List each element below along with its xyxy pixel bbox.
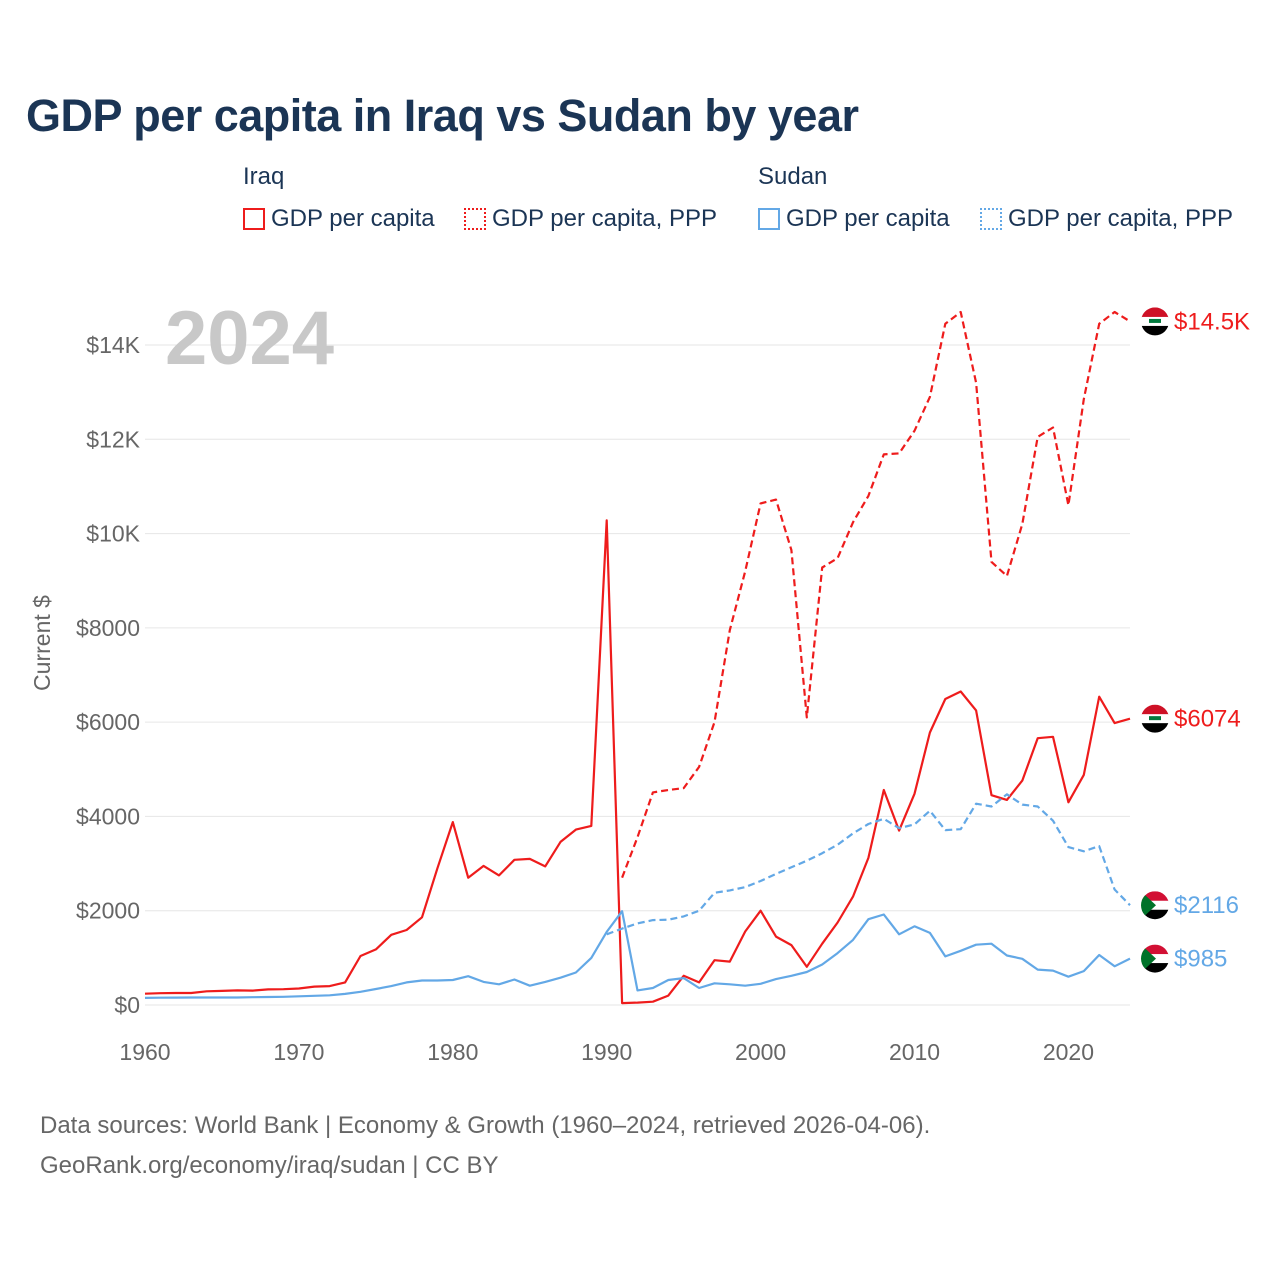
series-line-sudan-gdp-per-capita xyxy=(144,910,1131,999)
sudan-flag-icon xyxy=(1141,944,1169,973)
source-link[interactable]: GeoRank.org/economy/iraq/sudan | CC BY xyxy=(40,1152,499,1179)
data-source-note: Data sources: World Bank | Economy & Gro… xyxy=(40,1106,930,1186)
y-tick-label: $8000 xyxy=(76,615,140,641)
y-tick-label: $6000 xyxy=(76,709,140,735)
legend-group-sudan: Sudan xyxy=(758,163,828,190)
flag-emblem xyxy=(1149,318,1161,323)
legend-swatch-solid xyxy=(758,208,780,230)
flag-stripe xyxy=(1141,944,1169,955)
source-line: Data sources: World Bank | Economy & Gro… xyxy=(40,1112,931,1139)
flag-stripe xyxy=(1141,704,1169,715)
flag-stripes xyxy=(1141,944,1169,973)
flag-stripes xyxy=(1141,704,1169,733)
legend-label: GDP per capita xyxy=(786,205,950,232)
page-title: GDP per capita in Iraq vs Sudan by year xyxy=(26,90,859,141)
legend-label: GDP per capita, PPP xyxy=(1008,205,1233,232)
y-tick-label: $4000 xyxy=(76,803,140,829)
y-tick-label: $0 xyxy=(114,992,140,1018)
x-tick-label: 2010 xyxy=(889,1039,940,1065)
iraq-flag-icon xyxy=(1141,704,1169,733)
x-tick-label: 1990 xyxy=(581,1039,632,1065)
legend-label: GDP per capita xyxy=(271,205,435,232)
legend-swatch-dotted xyxy=(980,208,1002,230)
legend-item-sudan-gdp-ppp[interactable]: GDP per capita, PPP xyxy=(980,205,1233,233)
x-tick-label: 1970 xyxy=(273,1039,324,1065)
iraq-flag-icon xyxy=(1141,307,1169,336)
legend-swatch-solid xyxy=(243,208,265,230)
line-chart: $0 $2000 $4000 $6000 $8000 $10K $12K $14K 1960 19… xyxy=(29,296,1250,1065)
y-tick-label: $10K xyxy=(86,521,140,547)
end-value-label: $2116 xyxy=(1174,892,1239,919)
flag-stripe xyxy=(1141,325,1169,336)
flag-emblem xyxy=(1149,716,1161,721)
flag-stripe xyxy=(1141,909,1169,920)
x-tick-label: 2000 xyxy=(735,1039,786,1065)
legend-group-iraq: Iraq xyxy=(243,163,285,190)
y-tick-label: $2000 xyxy=(76,898,140,924)
end-value-label: $985 xyxy=(1174,946,1227,973)
legend-item-iraq-gdp-ppp[interactable]: GDP per capita, PPP xyxy=(464,205,717,233)
series-line-iraq-gdp-per-capita xyxy=(144,519,1131,1005)
x-tick-label: 1960 xyxy=(119,1039,170,1065)
flag-stripe xyxy=(1141,307,1169,318)
flag-stripes xyxy=(1141,307,1169,336)
flag-stripe xyxy=(1141,723,1169,733)
flag-stripe xyxy=(1141,963,1169,973)
end-value-label: $14.5K xyxy=(1174,308,1250,335)
x-tick-label: 2020 xyxy=(1043,1039,1094,1065)
year-watermark: 2024 xyxy=(165,296,334,381)
series-line-iraq-gdp-per-capita-ppp xyxy=(621,310,1131,879)
legend-item-iraq-gdp[interactable]: GDP per capita xyxy=(243,205,435,233)
legend-label: GDP per capita, PPP xyxy=(492,205,717,232)
legend-item-sudan-gdp[interactable]: GDP per capita xyxy=(758,205,950,233)
flag-triangle xyxy=(1141,944,1156,973)
flag-stripe xyxy=(1141,891,1169,902)
flag-triangle xyxy=(1141,891,1156,920)
series-line-sudan-gdp-per-capita-ppp xyxy=(606,793,1131,936)
y-tick-label: $12K xyxy=(86,426,140,452)
y-axis-label: Current $ xyxy=(29,595,55,691)
flag-stripes xyxy=(1141,891,1169,920)
sudan-flag-icon xyxy=(1141,891,1169,920)
legend-swatch-dotted xyxy=(464,208,486,230)
end-value-label: $6074 xyxy=(1174,706,1241,733)
x-tick-label: 1980 xyxy=(427,1039,478,1065)
y-tick-label: $14K xyxy=(86,332,140,358)
